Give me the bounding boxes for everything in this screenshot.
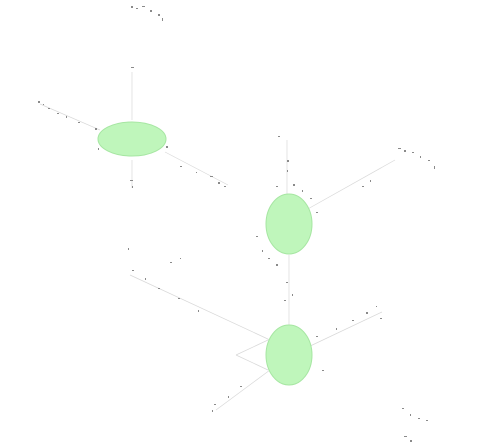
tick [398,148,401,149]
tick [162,18,163,21]
tick [214,404,216,405]
tick [210,176,213,177]
tick [292,294,293,296]
tick [366,312,368,314]
tick [380,318,382,319]
tick [240,386,242,387]
tick [95,128,97,130]
tick [410,440,412,442]
tick [370,180,371,182]
tick [212,410,213,412]
tick [316,212,318,213]
tick [136,8,138,9]
tick [402,408,404,409]
tick [262,250,263,252]
tick [66,116,67,118]
tick [284,300,286,301]
tick [128,248,129,250]
tick [38,101,40,103]
tick [198,310,199,312]
tick [410,414,411,416]
tick [196,172,197,173]
tick [224,186,226,187]
tick [150,10,152,12]
tick [145,278,146,280]
tick [336,328,337,330]
tick [132,186,133,188]
tick [362,186,364,187]
tick [142,6,145,7]
tick [228,396,229,398]
tick [256,236,258,237]
tick [428,160,430,161]
tick [404,150,406,152]
tick [278,136,280,137]
tick [287,170,288,172]
tick [322,370,324,371]
tick [158,288,160,289]
tick [132,270,134,271]
tick [434,166,435,169]
tick [78,122,80,123]
tick [170,262,172,263]
tick [218,182,220,184]
edge-bot-right [305,311,383,349]
edges [39,72,396,411]
tick [130,180,133,181]
edge-bot-tri-a [235,339,269,356]
tick [316,336,318,337]
tick [286,282,288,283]
tick [178,298,180,299]
tick [57,113,59,114]
tick [376,306,377,307]
tick [48,108,50,109]
edge-mid-right [305,159,396,211]
tick [98,148,99,150]
tick [166,146,168,148]
edge-bot-left [215,369,271,411]
tick [310,198,312,199]
tick [293,184,295,186]
edge-left-in [39,103,101,131]
tick [43,104,44,105]
tick [302,190,303,192]
node-left [97,121,167,157]
tick [412,152,414,153]
tick [268,258,270,259]
tick [420,156,421,158]
edge-left-out [164,151,229,186]
edge-bot-tri-b [235,354,269,371]
tick [180,258,181,259]
tick [352,320,354,321]
tick-marks [38,6,435,442]
edge-left-bottom [129,274,271,341]
nodes [97,121,313,386]
tick [426,420,428,421]
tick [418,418,420,419]
tick [131,67,134,68]
tick [158,14,160,16]
tick [276,186,278,187]
node-middle [265,193,313,255]
tick [180,166,182,167]
tick [287,160,289,162]
tick [404,436,407,437]
node-bottom [265,324,313,386]
tick [131,6,133,8]
tick [276,264,278,266]
